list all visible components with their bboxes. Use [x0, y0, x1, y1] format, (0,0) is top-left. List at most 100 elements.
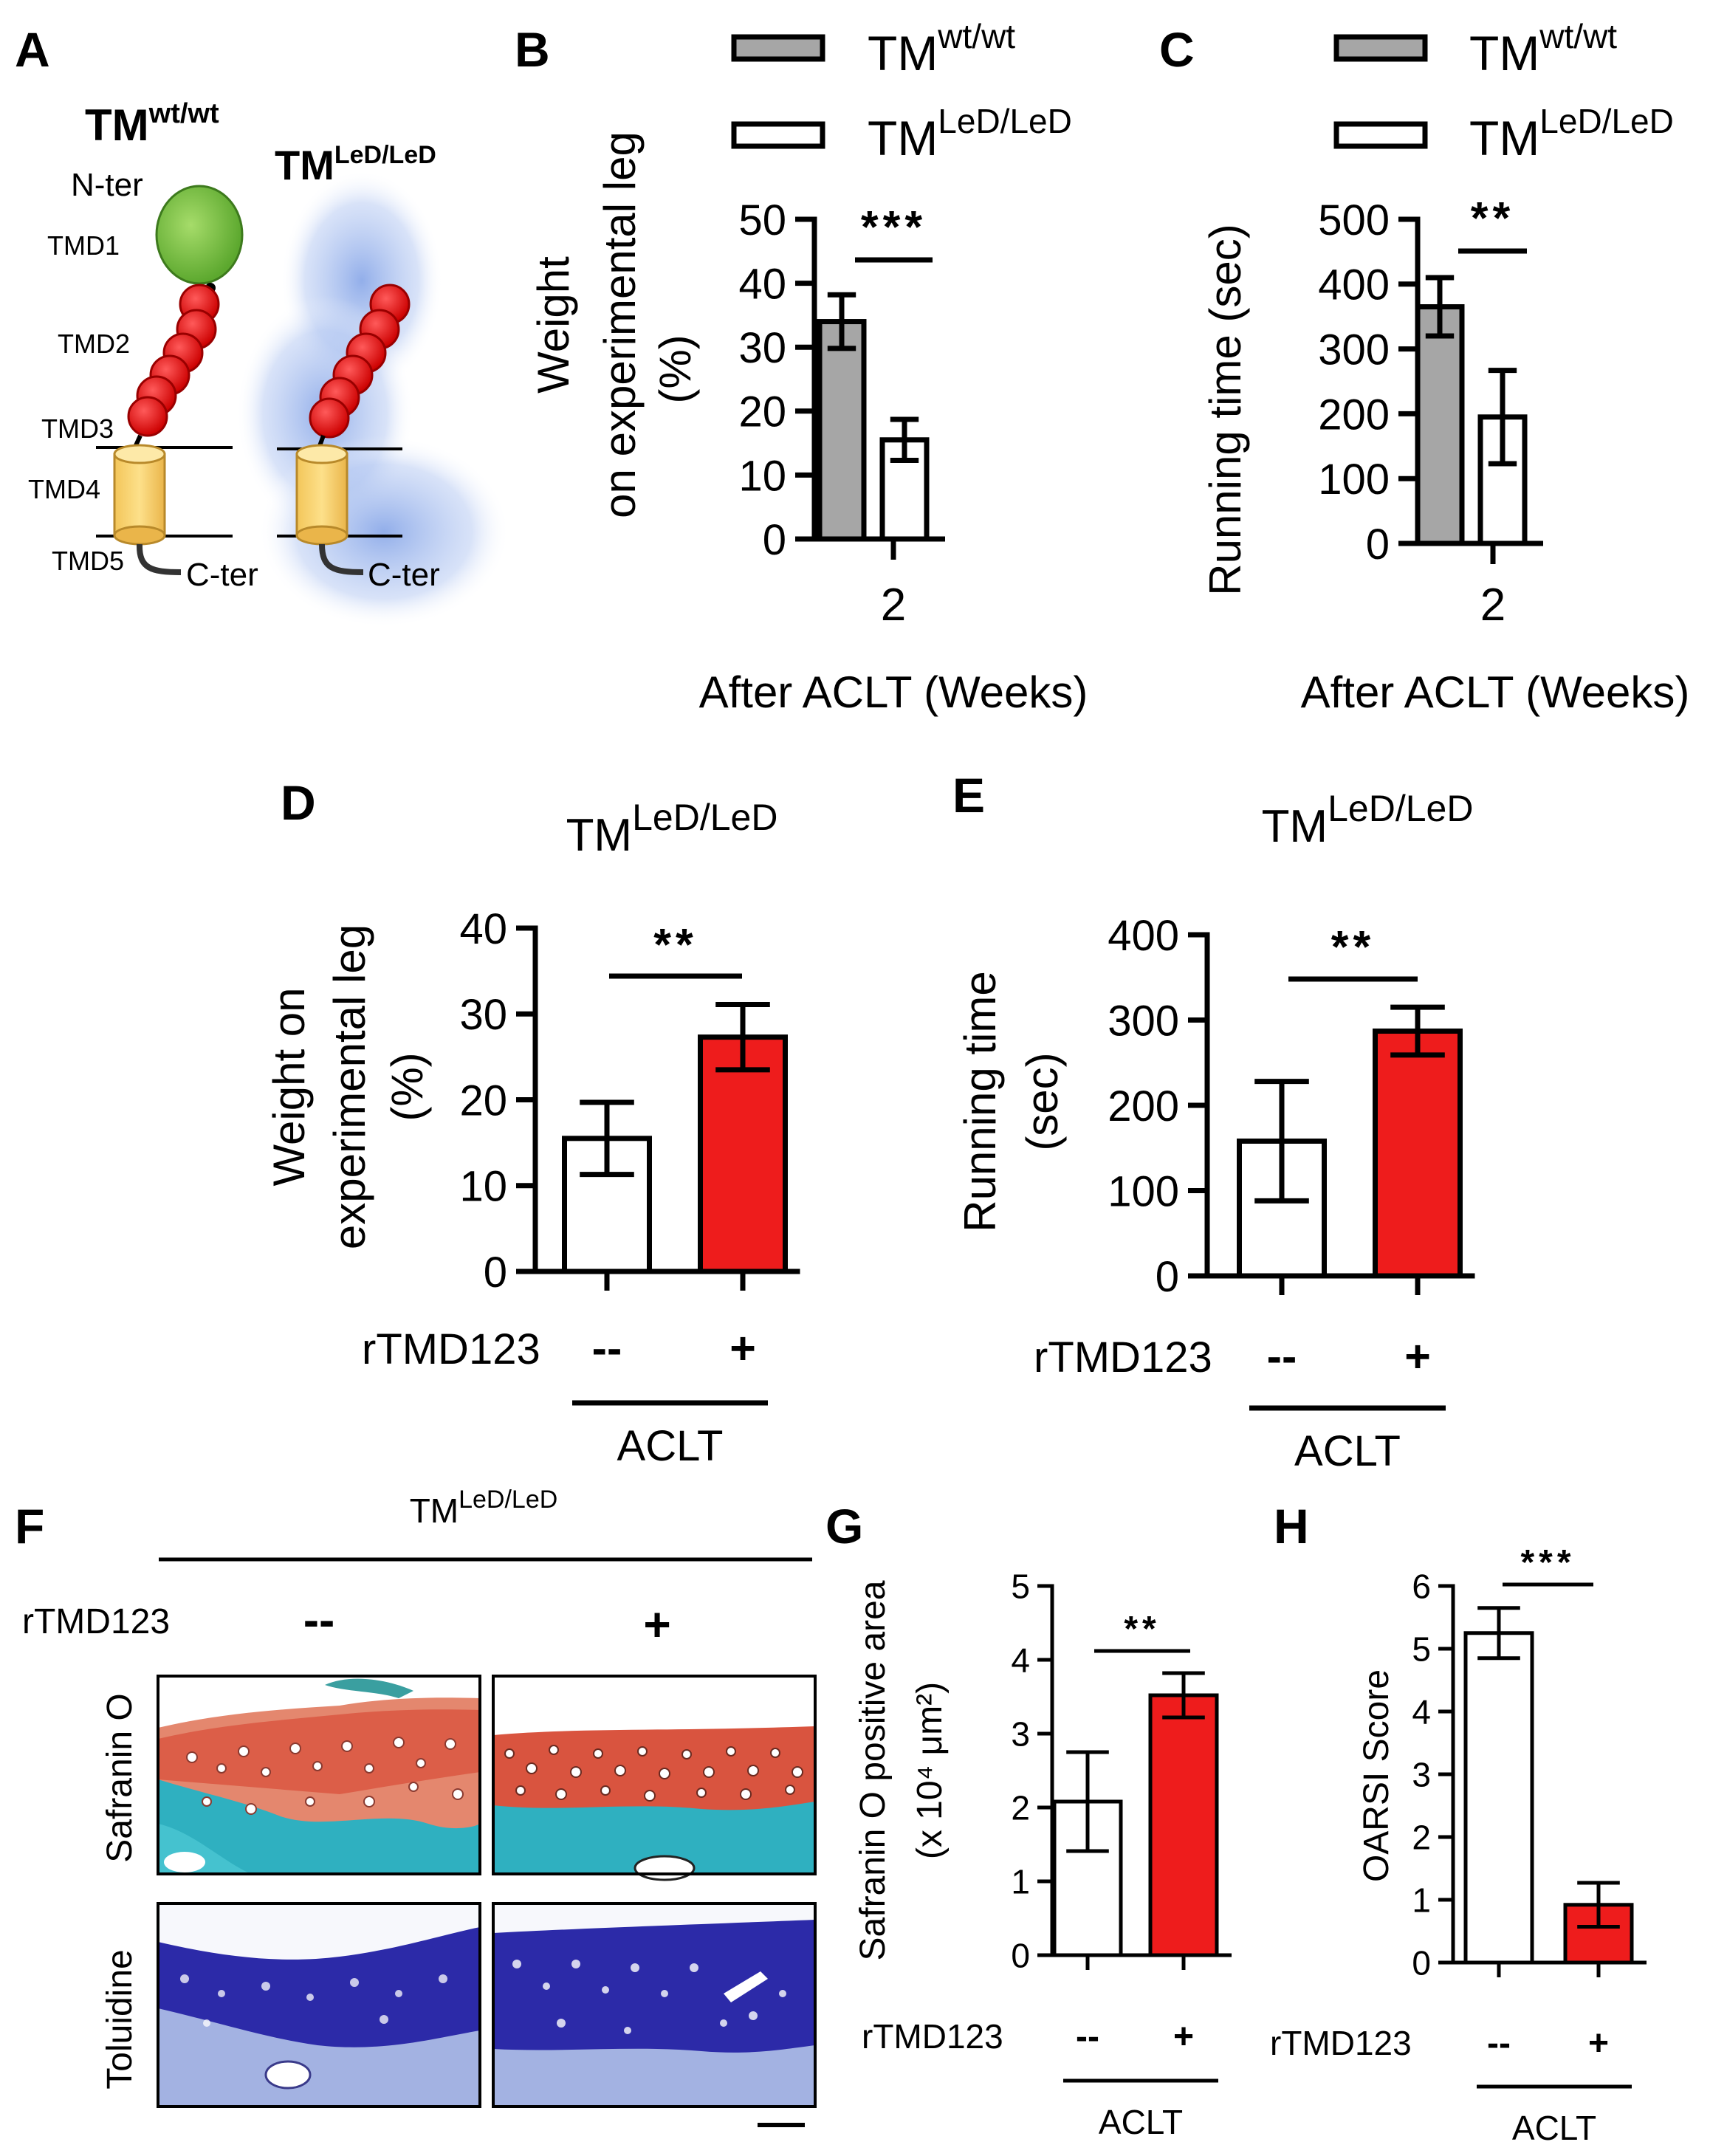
- y-axis-title-line: Weight on: [264, 987, 314, 1186]
- y-tick-label: 6: [1412, 1568, 1431, 1606]
- chart-title: TMLeD/LeD: [1262, 788, 1474, 852]
- y-tick-label: 0: [1156, 1253, 1179, 1301]
- x-axis-title: After ACLT (Weeks): [699, 667, 1088, 717]
- bar: [1463, 1631, 1534, 1965]
- y-tick-label: 2: [1011, 1789, 1030, 1827]
- legend-swatch-led: [731, 121, 825, 149]
- n-ter-label: N-ter: [71, 167, 143, 203]
- legend-swatch-led: [1333, 121, 1428, 149]
- y-tick-label: 5: [1011, 1568, 1030, 1606]
- panel-f-histology: TMLeD/LeD rTMD123 -- + Safranin O Toluid…: [22, 1486, 817, 2127]
- y-tick-label: 300: [1108, 997, 1179, 1045]
- y-tick-label: 30: [459, 991, 507, 1039]
- panel-d-chart: TMLeD/LeD 0 10 20 30 40 ** rTMD123 -- + ACLT Weig…: [264, 797, 800, 1470]
- panel-label-c: C: [1159, 22, 1195, 77]
- panel-label-d: D: [281, 775, 316, 830]
- significance-stars: **: [1124, 1610, 1160, 1649]
- y-axis-title-line: (%): [650, 334, 700, 403]
- y-tick-label: 2: [1412, 1819, 1431, 1857]
- panel-a-led-label: TMLeD/LeD: [275, 141, 436, 188]
- y-tick-label: 40: [459, 905, 507, 953]
- treatment-condition: +: [1404, 1331, 1431, 1381]
- y-tick-label: 1: [1011, 1863, 1030, 1901]
- bar: [1373, 1029, 1463, 1279]
- y-tick-label: 100: [1318, 456, 1390, 504]
- bar: [817, 319, 867, 542]
- micrograph-safranin-treated: [492, 1675, 817, 1881]
- significance-stars: **: [653, 919, 697, 969]
- group-label: ACLT: [1512, 2109, 1596, 2147]
- x-tick-label: 2: [881, 580, 906, 631]
- group-label: ACLT: [1099, 2103, 1183, 2141]
- y-tick-label: 1: [1412, 1881, 1431, 1920]
- y-tick-label: 200: [1108, 1082, 1179, 1130]
- micrograph-toluidine-treated: [492, 1902, 817, 2108]
- treatment-label: rTMD123: [862, 2017, 1003, 2056]
- domain-label: TMD3: [41, 413, 114, 444]
- panel-g-chart: 0 1 2 3 4 5 ** rTMD123 -- + ACLT Safranin O positi…: [854, 1568, 1232, 2141]
- panel-label-b: B: [515, 22, 550, 77]
- domain-label: TMD1: [47, 230, 120, 261]
- cytoplasmic-tail: [136, 543, 182, 575]
- y-tick-label: 20: [459, 1077, 507, 1125]
- panel-f-treatment-label: rTMD123: [22, 1602, 170, 1641]
- panel-a-schematic: TMwt/wt TMLeD/LeD N-ter C-ter TMD1 TMD2 …: [28, 98, 509, 628]
- y-tick-label: 0: [1366, 521, 1390, 569]
- y-tick-label: 0: [1412, 1944, 1431, 1982]
- treatment-condition: --: [1487, 2024, 1511, 2063]
- stain-label-toluidine: Toluidine: [100, 1949, 140, 2089]
- bar: [1148, 1693, 1219, 1957]
- panel-label-g: G: [825, 1499, 863, 1554]
- tmd1-lectin-domain: [155, 185, 244, 285]
- panel-label-h: H: [1274, 1499, 1309, 1554]
- legend-swatch-wt: [1333, 34, 1428, 62]
- treatment-condition: +: [729, 1323, 756, 1373]
- y-tick-label: 5: [1412, 1630, 1431, 1669]
- treatment-condition: --: [592, 1323, 622, 1373]
- y-tick-label: 10: [738, 452, 786, 500]
- y-tick-label: 4: [1412, 1693, 1431, 1731]
- y-tick-label: 500: [1318, 196, 1390, 244]
- c-ter-label: C-ter: [186, 557, 258, 593]
- panel-a-wt-label: TMwt/wt: [85, 98, 219, 150]
- panel-f-header: TMLeD/LeD: [410, 1486, 558, 1530]
- y-axis-title: Running time (sec): [1201, 224, 1250, 596]
- y-tick-label: 50: [738, 196, 786, 244]
- bar: [1415, 304, 1465, 546]
- legend-swatch-wt: [731, 34, 825, 62]
- y-axis-title-line: experimental leg: [325, 924, 374, 1249]
- panel-label-a: A: [15, 22, 50, 77]
- y-axis-title: OARSI Score: [1357, 1669, 1396, 1882]
- y-tick-label: 3: [1412, 1756, 1431, 1794]
- transmembrane-cylinder: [295, 453, 349, 537]
- legend-label-wt: TMwt/wt: [1469, 17, 1617, 80]
- x-tick-label: 2: [1480, 580, 1505, 631]
- y-tick-label: 200: [1318, 391, 1390, 439]
- domain-label: TMD5: [52, 546, 124, 576]
- y-axis-title-line: Weight: [529, 256, 578, 394]
- significance-stars: ***: [1520, 1543, 1575, 1582]
- treatment-label: rTMD123: [1270, 2024, 1412, 2062]
- condition-treated: +: [643, 1598, 670, 1651]
- y-tick-label: 400: [1318, 261, 1390, 309]
- panel-label-e: E: [952, 768, 985, 823]
- micrograph-toluidine-untreated: [157, 1902, 481, 2108]
- c-ter-label: C-ter: [368, 557, 440, 593]
- y-tick-label: 4: [1011, 1641, 1030, 1680]
- y-tick-label: 0: [484, 1249, 507, 1297]
- panel-label-f: F: [15, 1499, 44, 1554]
- legend-label-led: TMLeD/LeD: [868, 102, 1072, 165]
- panel-c-chart: TMwt/wt TMLeD/LeD 0 100 200 300 400 500 2 ** Ru…: [1201, 17, 1689, 717]
- y-axis-title-line: (x 10⁴ μm²): [910, 1682, 950, 1859]
- y-tick-label: 10: [459, 1163, 507, 1211]
- treatment-condition: +: [1173, 2017, 1194, 2056]
- condition-untreated: --: [303, 1593, 335, 1647]
- y-axis-title-line: Running time: [955, 971, 1005, 1232]
- y-axis-title-line: on experimental leg: [595, 131, 645, 518]
- group-label: ACLT: [1294, 1427, 1401, 1475]
- y-axis-title-line: Safranin O positive area: [854, 1580, 893, 1960]
- y-axis-title-line: (sec): [1017, 1052, 1067, 1150]
- chart-title: TMLeD/LeD: [566, 797, 778, 861]
